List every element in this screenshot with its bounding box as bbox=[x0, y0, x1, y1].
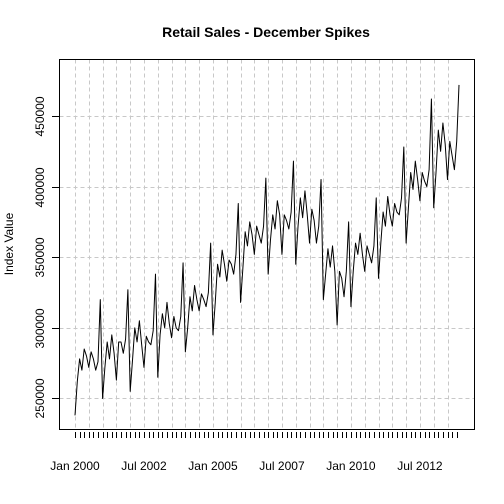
x-tick-label: Jul 2007 bbox=[259, 459, 305, 473]
x-tick-label: Jan 2005 bbox=[188, 459, 238, 473]
chart-title: Retail Sales - December Spikes bbox=[162, 24, 370, 40]
x-tick-label: Jul 2002 bbox=[121, 459, 167, 473]
x-tick-label: Jan 2000 bbox=[50, 459, 100, 473]
y-axis-label: Index Value bbox=[2, 212, 16, 275]
y-tick-label: 300000 bbox=[33, 308, 47, 348]
y-tick-label: 450000 bbox=[33, 96, 47, 136]
series-layer bbox=[74, 84, 460, 416]
y-tick-label: 400000 bbox=[33, 167, 47, 207]
plot-frame bbox=[59, 59, 475, 430]
axis-layer: Jan 2000 Jul 2002 Jan 2005 Jul 2007 Jan 2010… bbox=[33, 96, 458, 473]
y-tick-label: 250000 bbox=[33, 378, 47, 418]
x-tick-label: Jul 2012 bbox=[397, 459, 443, 473]
x-tick-label: Jan 2010 bbox=[326, 459, 376, 473]
y-tick-label: 350000 bbox=[33, 237, 47, 277]
series-line bbox=[74, 84, 460, 416]
